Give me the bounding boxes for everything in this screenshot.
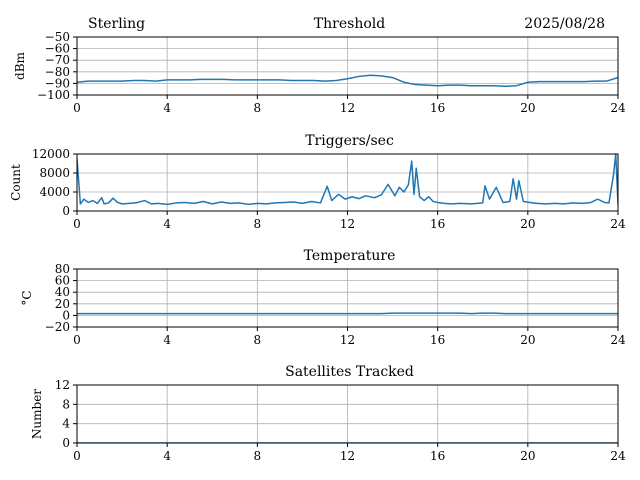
x-tick-label: 16 — [430, 333, 445, 347]
x-tick-label: 20 — [520, 333, 535, 347]
report-date: 2025/08/28 — [524, 16, 605, 32]
chart-title: Satellites Tracked — [285, 364, 414, 380]
x-tick-label: 24 — [610, 333, 626, 347]
x-tick-label: 24 — [610, 101, 626, 115]
x-tick-label: 12 — [340, 217, 355, 231]
y-tick-label: −20 — [45, 320, 70, 334]
y-tick-label: −90 — [45, 76, 70, 90]
x-tick-label: 0 — [73, 101, 81, 115]
y-tick-label: 80 — [55, 262, 70, 276]
chart-panel-4: 0 4 8 12 16 20 24 0 4 8 12 Satellites Tracked Number — [30, 364, 626, 463]
y-tick-label: −60 — [45, 42, 70, 56]
y-tick-label: 0 — [62, 308, 70, 322]
y-tick-label: 12 — [55, 378, 70, 392]
x-tick-label: 16 — [430, 217, 445, 231]
y-axis-label: Number — [30, 389, 44, 439]
x-tick-label: 20 — [520, 217, 535, 231]
y-axis-label: °C — [20, 290, 34, 305]
x-tick-label: 0 — [73, 333, 81, 347]
station-name: Sterling — [88, 16, 145, 32]
x-tick-label: 8 — [254, 101, 262, 115]
y-tick-label: −100 — [37, 88, 70, 102]
x-tick-label: 8 — [254, 217, 262, 231]
y-axis-label: dBm — [13, 51, 27, 80]
y-tick-label: −80 — [45, 65, 70, 79]
x-tick-label: 24 — [610, 449, 626, 463]
chart-title: Threshold — [314, 16, 385, 32]
y-tick-label: 4 — [62, 417, 70, 431]
series-line — [77, 74, 618, 88]
x-tick-label: 12 — [340, 101, 355, 115]
x-tick-label: 16 — [430, 101, 445, 115]
chart-panel-1: 0 4 8 12 16 20 24 −100−90−80−70−60−50 Threshold d… — [13, 16, 626, 115]
x-tick-label: 24 — [610, 217, 626, 231]
y-tick-label: 4000 — [39, 185, 70, 199]
x-tick-label: 0 — [73, 449, 81, 463]
x-tick-label: 12 — [340, 449, 355, 463]
x-tick-label: 12 — [340, 333, 355, 347]
x-tick-label: 4 — [163, 449, 171, 463]
x-tick-label: 8 — [254, 449, 262, 463]
chart-title: Temperature — [304, 248, 396, 264]
y-tick-label: 40 — [55, 285, 70, 299]
x-tick-label: 20 — [520, 449, 535, 463]
chart-panel-2: 0 4 8 12 16 20 24 0 4000 8000 12000 Triggers/sec Cou… — [9, 133, 626, 231]
y-tick-label: 0 — [62, 204, 70, 218]
series-line — [77, 153, 618, 206]
chart-title: Triggers/sec — [305, 133, 394, 149]
x-tick-label: 20 — [520, 101, 535, 115]
y-tick-label: 8 — [62, 397, 70, 411]
x-tick-label: 0 — [73, 217, 81, 231]
series-line — [77, 312, 618, 315]
y-tick-label: 8000 — [39, 166, 70, 180]
y-axis-label: Count — [9, 164, 23, 201]
y-tick-label: −70 — [45, 53, 70, 67]
y-tick-label: −50 — [45, 30, 70, 44]
x-tick-label: 16 — [430, 449, 445, 463]
x-tick-label: 4 — [163, 333, 171, 347]
x-tick-label: 8 — [254, 333, 262, 347]
x-tick-label: 4 — [163, 101, 171, 115]
y-tick-label: 20 — [55, 297, 70, 311]
y-tick-label: 12000 — [32, 147, 70, 161]
x-tick-label: 4 — [163, 217, 171, 231]
y-tick-label: 0 — [62, 436, 70, 450]
chart-panels: 0 4 8 12 16 20 24 −100−90−80−70−60−50 Threshold d… — [9, 16, 626, 463]
y-tick-label: 60 — [55, 274, 70, 288]
